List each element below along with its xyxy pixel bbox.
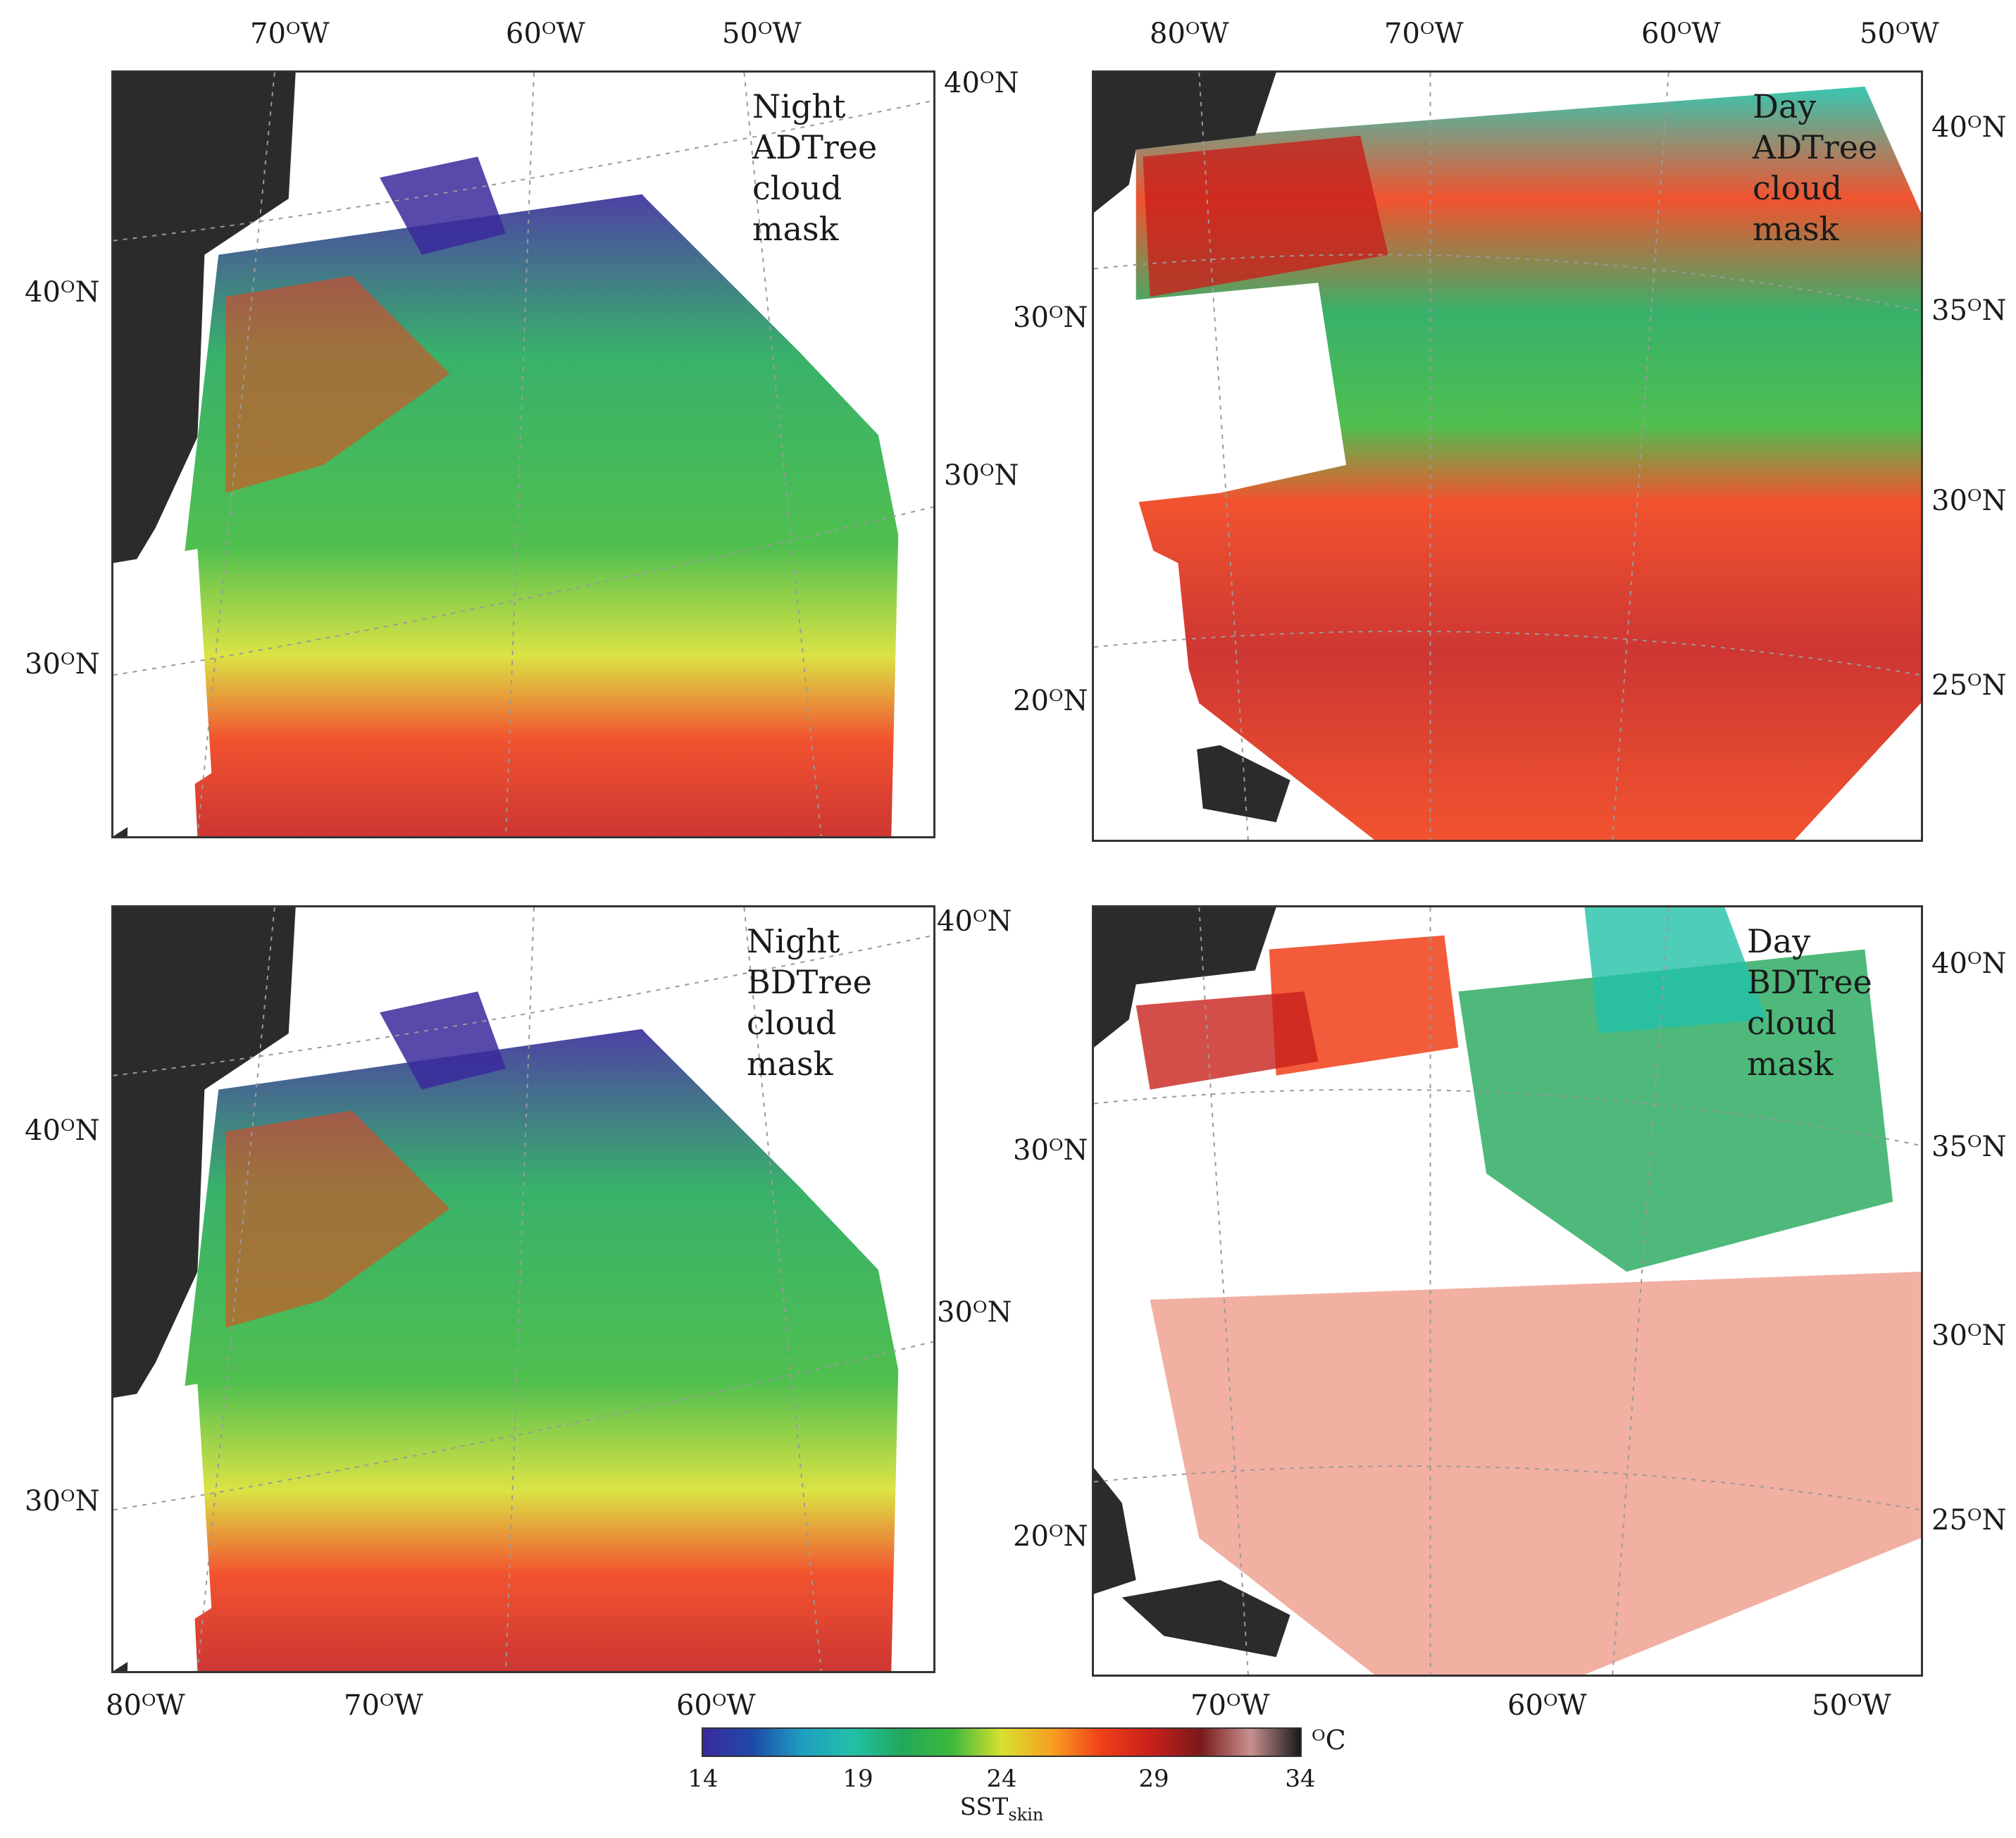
lat-tick-right: 35ᴼN bbox=[1931, 294, 2007, 327]
lon-tick-top: 70ᴼW bbox=[1384, 18, 1464, 50]
lat-tick-right: 40ᴼN bbox=[1931, 111, 2007, 144]
lat-tick-right: 40ᴼN bbox=[1931, 948, 2007, 980]
label-line: Day bbox=[1753, 87, 1817, 125]
lon-tick-top: 80ᴼW bbox=[1150, 18, 1229, 50]
lat-tick-left: 20ᴼN bbox=[1013, 1520, 1088, 1553]
lon-tick-bottom: 70ᴼW bbox=[1190, 1689, 1270, 1722]
colorbar-title-main: SST bbox=[959, 1793, 1009, 1821]
lat-tick-right: 40ᴼN bbox=[937, 905, 1012, 938]
label-line: BDTree bbox=[747, 963, 872, 1001]
lat-tick-right: 30ᴼN bbox=[1931, 1319, 2007, 1352]
lat-tick-right: 25ᴼN bbox=[1931, 1504, 2007, 1536]
sst-map-night-adtree bbox=[113, 73, 933, 836]
label-line: BDTree bbox=[1747, 963, 1872, 1001]
lon-tick-top: 70ᴼW bbox=[250, 18, 330, 50]
label-line: ADTree bbox=[752, 128, 878, 166]
panel-label: Day BDTree cloud mask bbox=[1747, 921, 1872, 1084]
panel-label: Day ADTree cloud mask bbox=[1753, 86, 1877, 249]
lon-tick-top: 50ᴼW bbox=[1860, 18, 1939, 50]
lat-tick-left: 40ᴼN bbox=[25, 1114, 100, 1147]
label-line: Night bbox=[752, 87, 846, 125]
lon-tick-bottom: 80ᴼW bbox=[106, 1689, 185, 1722]
colorbar-title: SSTskin bbox=[960, 1793, 1044, 1825]
lon-tick-top: 60ᴼW bbox=[506, 18, 585, 50]
colorbar-tick: 19 bbox=[842, 1765, 873, 1793]
colorbar-tick: 14 bbox=[687, 1765, 718, 1793]
colorbar-tick: 24 bbox=[986, 1765, 1017, 1793]
colorbar-unit: ᴼC bbox=[1312, 1725, 1346, 1756]
lat-tick-left: 30ᴼN bbox=[1013, 1134, 1088, 1167]
sst-map-day-adtree bbox=[1094, 73, 1921, 840]
lat-tick-left: 40ᴼN bbox=[25, 276, 100, 309]
lat-tick-left: 30ᴼN bbox=[25, 648, 100, 681]
panel-label: Night BDTree cloud mask bbox=[747, 921, 872, 1084]
lon-tick-top: 60ᴼW bbox=[1641, 18, 1721, 50]
lat-tick-right: 40ᴼN bbox=[944, 67, 1019, 99]
lon-tick-bottom: 60ᴼW bbox=[676, 1689, 756, 1722]
label-line: cloud mask bbox=[1753, 169, 1843, 248]
lat-tick-left: 30ᴼN bbox=[25, 1485, 100, 1517]
panel-label: Night ADTree cloud mask bbox=[752, 86, 877, 249]
map-night-adtree bbox=[111, 70, 935, 838]
sst-map-night-bdtree bbox=[113, 907, 933, 1671]
lat-tick-right: 30ᴼN bbox=[1931, 485, 2007, 517]
colorbar-title-sub: skin bbox=[1008, 1804, 1044, 1825]
label-line: cloud mask bbox=[1747, 1004, 1837, 1083]
map-day-bdtree bbox=[1092, 905, 1923, 1677]
label-line: Night bbox=[747, 922, 840, 960]
colorbar-tick: 34 bbox=[1285, 1765, 1316, 1793]
lon-tick-top: 50ᴼW bbox=[722, 18, 802, 50]
lon-tick-bottom: 50ᴼW bbox=[1812, 1689, 1891, 1722]
lat-tick-right: 30ᴼN bbox=[937, 1296, 1012, 1329]
label-line: Day bbox=[1747, 922, 1811, 960]
lat-tick-right: 30ᴼN bbox=[944, 459, 1019, 492]
lon-tick-bottom: 60ᴼW bbox=[1507, 1689, 1587, 1722]
lat-tick-right: 35ᴼN bbox=[1931, 1131, 2007, 1163]
label-line: cloud mask bbox=[752, 169, 842, 248]
colorbar-tick: 29 bbox=[1138, 1765, 1169, 1793]
label-line: ADTree bbox=[1753, 128, 1878, 166]
label-line: cloud mask bbox=[747, 1004, 837, 1083]
lat-tick-right: 25ᴼN bbox=[1931, 669, 2007, 702]
lat-tick-left: 20ᴼN bbox=[1013, 685, 1088, 717]
lat-tick-left: 30ᴼN bbox=[1013, 302, 1088, 334]
sst-map-day-bdtree bbox=[1094, 907, 1921, 1675]
map-night-bdtree bbox=[111, 905, 935, 1673]
colorbar-strip bbox=[702, 1727, 1302, 1757]
lon-tick-bottom: 70ᴼW bbox=[344, 1689, 423, 1722]
map-day-adtree bbox=[1092, 70, 1923, 842]
